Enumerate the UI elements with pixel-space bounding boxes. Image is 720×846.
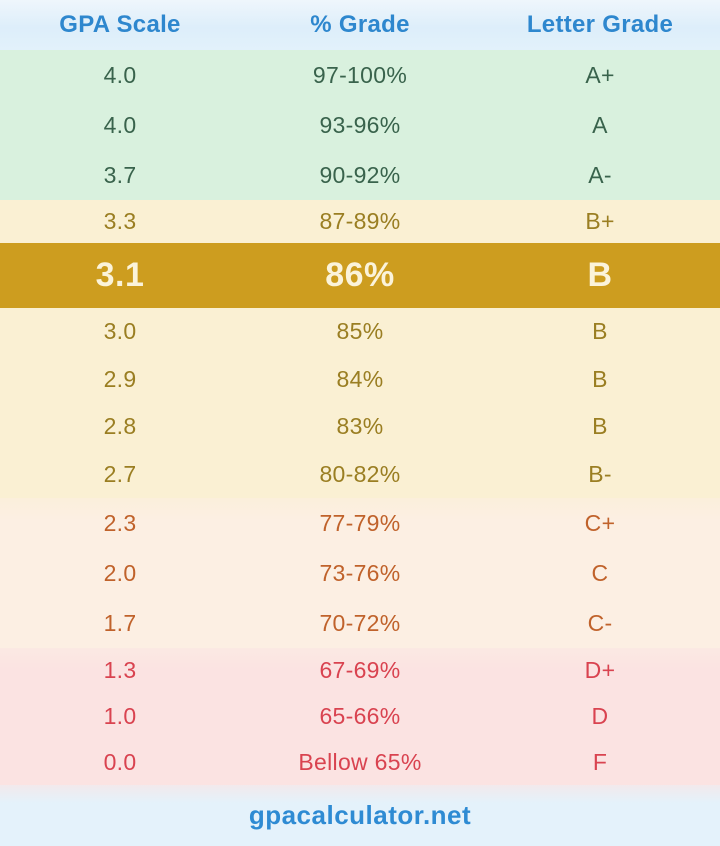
header-percent-grade: % Grade (310, 11, 410, 38)
gpa-value: 1.0 (103, 702, 137, 729)
percent-value: 80-82% (319, 460, 401, 487)
percent-value: 87-89% (319, 208, 401, 234)
letter-value: B+ (585, 208, 615, 234)
table-row: 2.7 80-82% B- (0, 450, 720, 498)
letter-value: B- (588, 460, 612, 487)
header-gpa-scale: GPA Scale (59, 11, 181, 38)
percent-value: 67-69% (319, 657, 401, 684)
percent-value: 93-96% (319, 111, 401, 138)
table-row: 4.0 93-96% A (0, 100, 720, 150)
table-row: 1.3 67-69% D+ (0, 648, 720, 694)
percent-value: 84% (336, 365, 384, 392)
percent-value: 86% (325, 256, 395, 294)
table-row: 3.3 87-89% B+ (0, 200, 720, 243)
gpa-value: 2.7 (103, 460, 137, 487)
table-header-row: GPA Scale % Grade Letter Grade (0, 0, 720, 50)
site-name: gpacalculator.net (248, 799, 472, 830)
percent-value: 85% (336, 318, 384, 345)
site-footer: gpacalculator.net (0, 784, 720, 846)
percent-value: 83% (336, 413, 384, 440)
letter-value: A- (588, 161, 612, 188)
letter-value: A+ (585, 61, 615, 88)
gpa-value: 4.0 (103, 61, 137, 88)
table-row: 2.0 73-76% C (0, 548, 720, 598)
gpa-value: 3.3 (103, 208, 137, 234)
table-row: 1.0 65-66% D (0, 693, 720, 740)
gpa-value: 1.7 (103, 609, 137, 636)
gpa-value: 3.7 (103, 161, 137, 188)
table-row: 2.8 83% B (0, 403, 720, 451)
percent-value: 97-100% (312, 61, 408, 88)
table-row: 2.3 77-79% C+ (0, 498, 720, 548)
letter-value: B (592, 413, 608, 440)
gpa-value: 4.0 (103, 111, 137, 138)
percent-value: 73-76% (319, 559, 401, 586)
letter-value: B (592, 365, 608, 392)
table-row: 4.0 97-100% A+ (0, 50, 720, 100)
letter-value: F (592, 748, 608, 775)
letter-value: B (587, 256, 613, 294)
percent-value: 90-92% (319, 161, 401, 188)
table-row: 0.0 Bellow 65% F (0, 739, 720, 785)
gpa-value: 3.1 (95, 256, 145, 294)
letter-value: A (592, 111, 608, 138)
percent-value: 65-66% (319, 702, 401, 729)
gpa-value: 2.8 (103, 413, 137, 440)
letter-value: D (591, 702, 609, 729)
gpa-value: 3.0 (103, 318, 137, 345)
percent-value: 77-79% (319, 509, 401, 536)
table-row: 1.7 70-72% C- (0, 598, 720, 648)
percent-value: Bellow 65% (298, 748, 422, 775)
table-row: 3.0 85% B (0, 308, 720, 356)
letter-value: C (591, 559, 609, 586)
percent-value: 70-72% (319, 609, 401, 636)
table-row: 2.9 84% B (0, 355, 720, 403)
table-row: 3.7 90-92% A- (0, 150, 720, 200)
header-letter-grade: Letter Grade (526, 11, 674, 38)
gpa-value: 2.9 (103, 365, 137, 392)
letter-value: C- (587, 609, 613, 636)
gpa-value: 2.3 (103, 509, 137, 536)
letter-value: B (592, 318, 608, 345)
gpa-value: 1.3 (103, 657, 137, 684)
gpa-value: 0.0 (103, 748, 137, 775)
gpa-value: 2.0 (103, 559, 137, 586)
highlighted-result-row: 3.1 86% B (0, 243, 720, 308)
letter-value: C+ (584, 509, 616, 536)
letter-value: D+ (584, 657, 616, 684)
